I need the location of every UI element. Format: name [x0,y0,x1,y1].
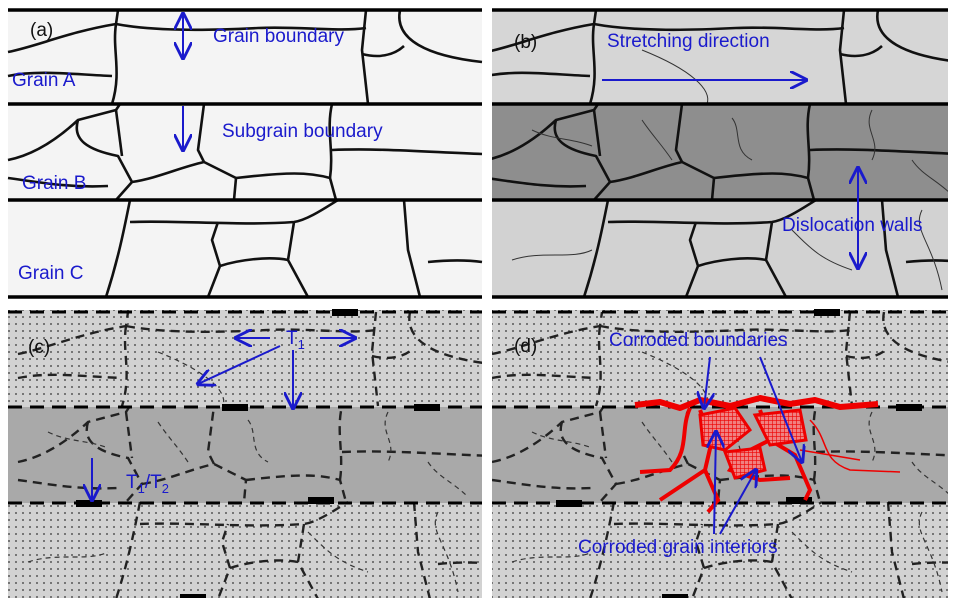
label: Grain A [12,70,76,91]
label: Corroded boundaries [609,330,788,351]
region [76,500,102,507]
region [332,309,358,316]
label: Grain boundary [213,26,344,47]
figure: (a) Grain boundary Subgrain boundary Gra… [0,0,954,598]
region [222,404,248,411]
label: Stretching direction [607,31,770,52]
label: (c) [28,337,50,358]
label: Corroded grain interiors [578,537,778,558]
text-part: 2 [162,481,169,496]
panel-d: (d) Corroded boundaries Corroded grain i… [492,309,954,598]
region [896,404,922,411]
label: (d) [514,336,537,357]
text-part: 1 [138,481,145,496]
page: (a) Grain boundary Subgrain boundary Gra… [0,0,954,598]
region [662,594,688,598]
label: Subgrain boundary [222,121,383,142]
region [414,404,440,411]
label: (a) [30,20,53,41]
text-part: T [286,328,298,349]
region [308,497,334,504]
region [814,309,840,316]
label: (b) [514,32,537,53]
panel-b: (b) Stretching direction Dislocation wal… [486,10,954,297]
panel-a: (a) Grain boundary Subgrain boundary Gra… [8,10,482,297]
text-part: 1 [298,337,305,352]
region [556,500,582,507]
region [8,10,482,297]
label: Grain B [22,173,86,194]
text-part: T [126,472,138,493]
panel-c: (c) T1 T1/T2 [8,309,492,598]
label: Dislocation walls [782,215,922,236]
region [180,594,206,598]
text-part: /T [145,472,162,493]
label: Grain C [18,263,83,284]
